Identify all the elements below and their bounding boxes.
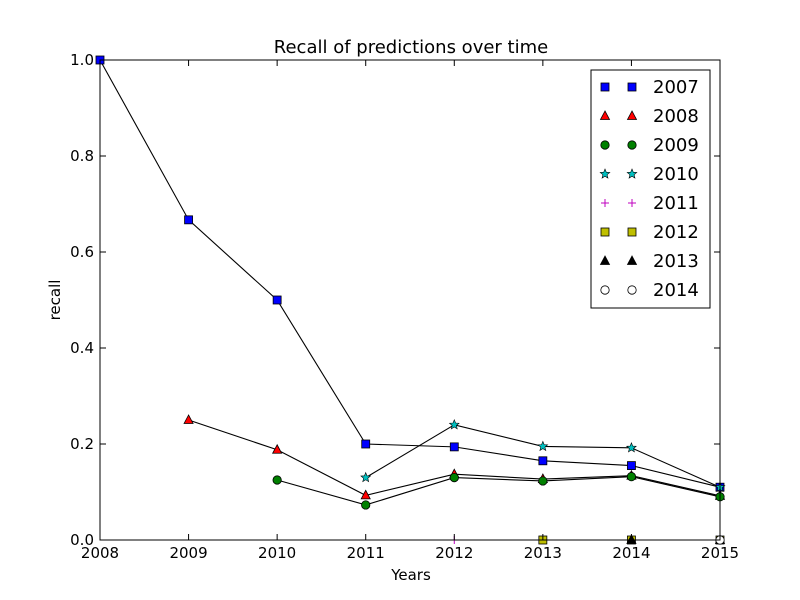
y-tick-label-0.4: 0.4 [70, 339, 94, 357]
legend-marker-2008-a [599, 110, 611, 120]
legend-marker-2007-a [600, 82, 610, 92]
data-point-2008-2009 [183, 414, 194, 424]
data-point-2009-2014 [626, 472, 637, 482]
legend-entry-2014: 2014 [600, 280, 699, 301]
legend-marker-2014-b [627, 285, 637, 295]
data-point-2009-2012 [449, 472, 459, 483]
legend: 2007 2008 2009 2010 2011 2012 2013 2014 [590, 69, 711, 309]
y-tick-label-0.6: 0.6 [70, 243, 94, 261]
data-point-2007-2014 [627, 461, 636, 471]
legend-entry-2011: 2011 [601, 193, 699, 214]
x-tick-label-2012: 2012 [435, 544, 473, 562]
data-point-2009-2010 [272, 475, 282, 485]
axes: 2008 2009 2010 2011 2012 2013 2014 2015 0.0 0.2 0.… [70, 51, 739, 562]
legend-marker-2014-a [600, 285, 610, 295]
legend-label-2010: 2010 [653, 164, 699, 185]
y-tick-label-0.2: 0.2 [70, 435, 94, 453]
legend-marker-2013-b [626, 255, 638, 265]
legend-marker-2011-a [601, 199, 609, 207]
data-point-2009-2013 [538, 476, 548, 486]
x-tick-label-2008: 2008 [81, 544, 119, 562]
legend-marker-2010-b [626, 168, 638, 179]
data-point-2007-2009 [184, 215, 193, 225]
legend-marker-2009-b [627, 140, 637, 150]
legend-marker-2013-a [599, 255, 611, 265]
x-axis-label: Years [390, 566, 431, 584]
legend-marker-2011-b [628, 199, 636, 207]
x-tick-label-2014: 2014 [612, 544, 650, 562]
data-point-2010-2011 [360, 471, 372, 483]
series-line-2008 [188, 419, 721, 497]
series-line-2009 [276, 476, 721, 506]
x-tick-label-2009: 2009 [169, 544, 207, 562]
legend-label-2009: 2009 [653, 135, 699, 156]
data-point-2008-2011 [360, 489, 371, 500]
data-point-2007-2010 [272, 295, 282, 305]
legend-marker-2012-a [600, 227, 610, 237]
y-tick-label-0.8: 0.8 [70, 147, 94, 165]
series-line-2007 [99, 59, 721, 488]
data-point-2007-2013 [538, 456, 548, 466]
y-tick-label-0.0: 0.0 [70, 531, 94, 549]
legend-label-2008: 2008 [653, 106, 699, 127]
x-tick-label-2011: 2011 [347, 544, 385, 562]
legend-label-2012: 2012 [653, 222, 699, 243]
legend-entry-2008: 2008 [599, 106, 699, 127]
series-2013 [626, 534, 726, 544]
plot-frame [99, 59, 721, 541]
legend-box [590, 69, 711, 309]
legend-label-2013: 2013 [653, 251, 699, 272]
legend-entry-2007: 2007 [600, 77, 699, 98]
x-tick-label-2015: 2015 [701, 544, 739, 562]
y-axis-label: recall [46, 280, 64, 321]
x-tick-label-2013: 2013 [524, 544, 562, 562]
legend-marker-2012-b [627, 227, 637, 237]
y-tick-label-1.0: 1.0 [70, 51, 94, 69]
legend-entry-2009: 2009 [600, 135, 699, 156]
series-2008 [183, 414, 726, 500]
series-2009 [272, 472, 725, 510]
legend-entry-2013: 2013 [599, 251, 699, 272]
data-point-2010-2012 [448, 418, 460, 430]
data-point-2010-2013 [537, 440, 549, 452]
legend-marker-2008-b [626, 110, 638, 120]
legend-entry-2012: 2012 [600, 222, 699, 243]
chart-title: Recall of predictions over time [274, 37, 548, 58]
legend-entry-2010: 2010 [599, 164, 699, 185]
legend-marker-2010-a [599, 168, 611, 179]
legend-label-2014: 2014 [653, 280, 699, 301]
data-point-2010-2014 [625, 442, 637, 453]
data-point-2008-2010 [271, 443, 283, 454]
legend-label-2007: 2007 [653, 77, 699, 98]
legend-label-2011: 2011 [653, 193, 699, 214]
legend-marker-2009-a [600, 140, 610, 150]
data-point-2009-2011 [361, 500, 371, 510]
data-point-2007-2012 [449, 442, 459, 452]
x-tick-label-2010: 2010 [258, 544, 296, 562]
legend-marker-2007-b [627, 82, 637, 92]
data-point-2007-2011 [361, 439, 371, 449]
